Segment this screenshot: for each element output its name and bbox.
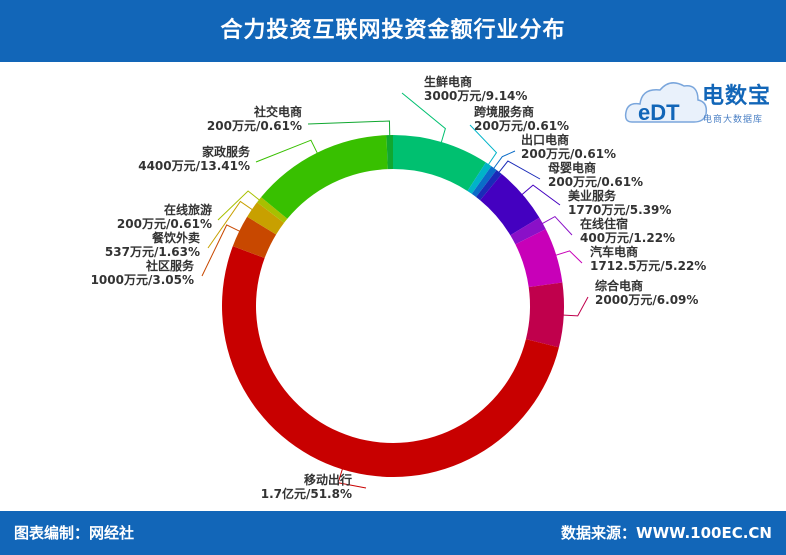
slice-name-label: 家政服务 xyxy=(202,144,251,159)
leader-line xyxy=(307,120,391,138)
slice-value-label: 1000万元/3.05% xyxy=(91,273,194,287)
pie-slice xyxy=(393,135,486,191)
leader-line xyxy=(520,184,561,206)
slice-name-label: 综合电商 xyxy=(595,278,643,293)
leader-line xyxy=(554,250,583,264)
slice-value-label: 200万元/0.61% xyxy=(117,217,212,231)
leader-line xyxy=(401,92,446,145)
pie-slice xyxy=(247,202,285,235)
slice-value-label: 200万元/0.61% xyxy=(548,175,643,189)
leader-line xyxy=(469,124,498,167)
leader-line xyxy=(217,190,261,221)
slice-name-label: 汽车电商 xyxy=(590,244,638,259)
pie-slice xyxy=(232,216,277,259)
slice-value-label: 537万元/1.63% xyxy=(105,245,200,259)
donut-chart: 生鲜电商3000万元/9.14%跨境服务商200万元/0.61%出口电商200万… xyxy=(91,74,707,501)
leader-line xyxy=(492,150,516,170)
leader-line xyxy=(201,224,242,277)
leader-line xyxy=(337,467,367,489)
leader-line xyxy=(561,296,589,317)
pie-slice xyxy=(525,282,564,348)
slice-name-label: 在线住宿 xyxy=(580,216,628,231)
chart-title: 合力投资互联网投资金额行业分布 xyxy=(220,18,566,43)
footer-source-editor: 图表编制：网经社 xyxy=(14,524,135,542)
footer-data-source: 数据来源：WWW.100EC.CN xyxy=(561,524,772,542)
pie-slice xyxy=(261,135,388,219)
slice-name-label: 出口电商 xyxy=(521,132,569,147)
leader-line xyxy=(255,139,319,163)
slice-value-label: 1712.5万元/5.22% xyxy=(590,259,706,273)
slice-name-label: 移动出行 xyxy=(304,472,352,487)
slice-value-label: 4400万元/13.41% xyxy=(138,159,250,173)
pie-slice xyxy=(257,197,288,223)
pie-slice xyxy=(471,166,497,198)
logo-letters: eDT xyxy=(638,100,680,125)
pie-slice xyxy=(480,174,540,236)
slice-name-label: 生鲜电商 xyxy=(424,74,472,89)
slice-name-label: 餐饮外卖 xyxy=(152,230,200,245)
pie-slice xyxy=(386,135,393,170)
slice-value-label: 2000万元/6.09% xyxy=(595,293,698,307)
slice-value-label: 200万元/0.61% xyxy=(474,119,569,133)
logo-name: 电数宝 xyxy=(702,84,772,109)
pie-slice xyxy=(515,229,563,288)
pie-slice xyxy=(510,217,546,245)
slice-value-label: 1.7亿元/51.8% xyxy=(261,486,352,501)
leader-line xyxy=(540,215,573,236)
slice-value-label: 3000万元/9.14% xyxy=(424,89,527,103)
pie-slice xyxy=(221,246,559,477)
leader-line xyxy=(497,160,541,180)
slice-name-label: 跨境服务商 xyxy=(474,104,534,119)
slice-name-label: 美业服务 xyxy=(568,188,617,203)
footer-bar: 图表编制：网经社 数据来源：WWW.100EC.CN xyxy=(0,511,786,555)
slice-value-label: 1770万元/5.39% xyxy=(568,203,671,217)
pie-slice xyxy=(476,169,502,201)
slice-name-label: 在线旅游 xyxy=(164,202,212,217)
leader-line xyxy=(207,200,254,249)
slice-name-label: 社区服务 xyxy=(145,258,195,273)
slice-value-label: 200万元/0.61% xyxy=(207,119,302,133)
slice-value-label: 200万元/0.61% xyxy=(521,147,616,161)
logo-subtitle: 电商大数据库 xyxy=(703,115,764,125)
pie-slice xyxy=(467,162,492,194)
edt-logo-icon: eDT xyxy=(624,82,708,125)
slice-value-label: 400万元/1.22% xyxy=(580,231,675,245)
header-bar: 合力投资互联网投资金额行业分布 xyxy=(0,0,786,62)
slice-name-label: 社交电商 xyxy=(253,104,302,119)
slice-name-label: 母婴电商 xyxy=(548,160,596,175)
